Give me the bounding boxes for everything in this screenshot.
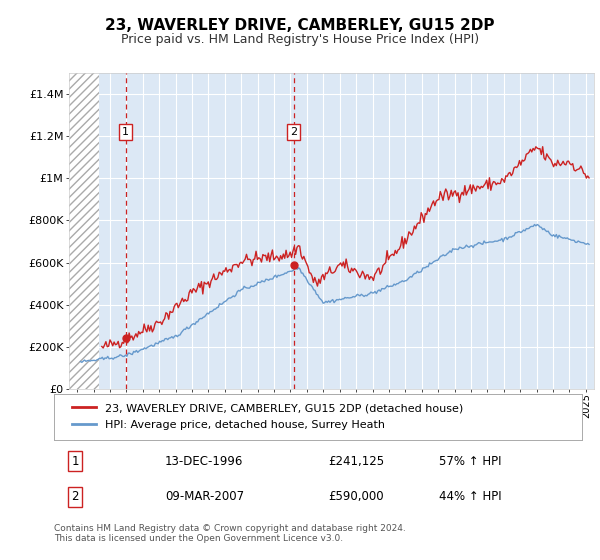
- Legend: 23, WAVERLEY DRIVE, CAMBERLEY, GU15 2DP (detached house), HPI: Average price, de: 23, WAVERLEY DRIVE, CAMBERLEY, GU15 2DP …: [67, 399, 468, 435]
- Text: 57% ↑ HPI: 57% ↑ HPI: [439, 455, 502, 468]
- Text: 44% ↑ HPI: 44% ↑ HPI: [439, 491, 502, 503]
- Text: £241,125: £241,125: [329, 455, 385, 468]
- Text: 13-DEC-1996: 13-DEC-1996: [165, 455, 243, 468]
- Text: Contains HM Land Registry data © Crown copyright and database right 2024.
This d: Contains HM Land Registry data © Crown c…: [54, 524, 406, 543]
- Text: Price paid vs. HM Land Registry's House Price Index (HPI): Price paid vs. HM Land Registry's House …: [121, 32, 479, 46]
- Text: 09-MAR-2007: 09-MAR-2007: [165, 491, 244, 503]
- Text: 23, WAVERLEY DRIVE, CAMBERLEY, GU15 2DP: 23, WAVERLEY DRIVE, CAMBERLEY, GU15 2DP: [105, 18, 495, 32]
- Text: 2: 2: [71, 491, 79, 503]
- Text: 2: 2: [290, 127, 297, 137]
- Text: 1: 1: [71, 455, 79, 468]
- Text: 1: 1: [122, 127, 129, 137]
- Bar: [69, 73, 98, 389]
- Text: £590,000: £590,000: [329, 491, 384, 503]
